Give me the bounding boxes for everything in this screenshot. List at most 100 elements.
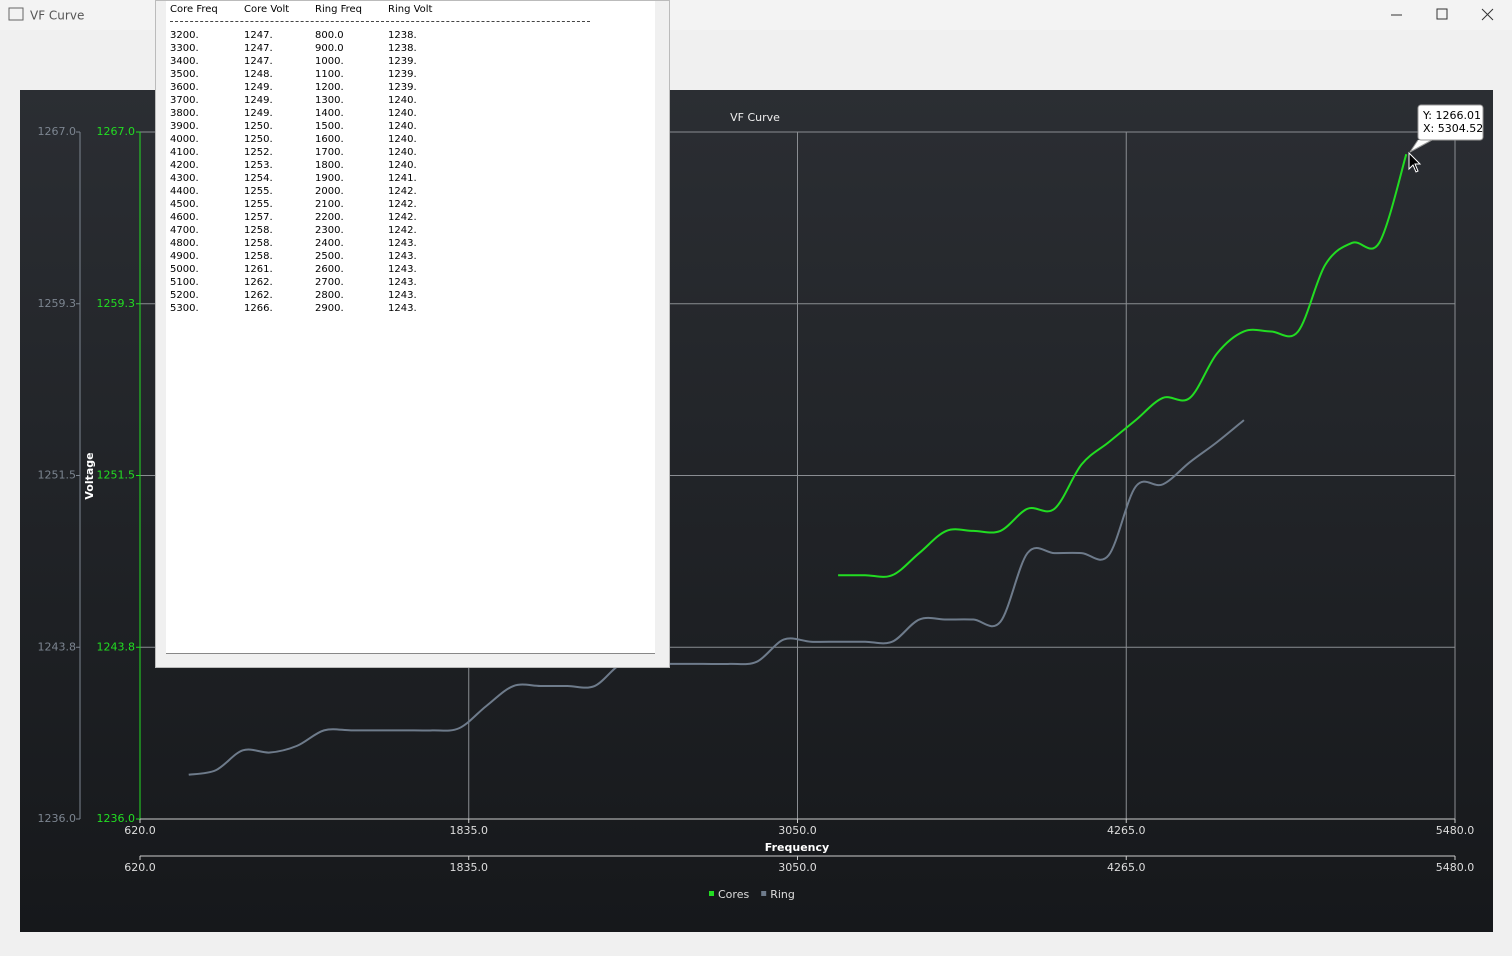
table-cell: 5100. xyxy=(170,277,199,288)
x-tick-label: 620.0 xyxy=(124,861,156,874)
table-cell: 1900. xyxy=(315,173,344,184)
table-cell: 1242. xyxy=(388,199,417,210)
y-tick-label: 1243.8 xyxy=(38,640,77,653)
y-tick-label: 1236.0 xyxy=(97,812,136,825)
table-cell: 1262. xyxy=(244,290,273,301)
column-header: Ring Volt xyxy=(388,4,433,15)
table-cell: 1255. xyxy=(244,186,273,197)
series-line xyxy=(188,419,1245,776)
table-cell: 1240. xyxy=(388,160,417,171)
tooltip-text: X: 5304.52 xyxy=(1423,122,1483,135)
tooltip-pointer xyxy=(1409,139,1433,153)
window-title: VF Curve xyxy=(30,9,84,23)
table-cell: 1239. xyxy=(388,69,417,80)
table-cell: 1258. xyxy=(244,251,273,262)
legend-label: Ring xyxy=(770,888,795,901)
table-cell: 5300. xyxy=(170,303,199,314)
table-cell: 1258. xyxy=(244,238,273,249)
table-cell: 1249. xyxy=(244,95,273,106)
y-tick-label: 1251.5 xyxy=(38,469,77,482)
table-cell: 1100. xyxy=(315,69,344,80)
data-popup: Core Freq Core Volt Ring Freq Ring Volt 3200… xyxy=(155,0,670,668)
table-cell: 5000. xyxy=(170,264,199,275)
table-cell: 4700. xyxy=(170,225,199,236)
table-cell: 1243. xyxy=(388,251,417,262)
table-cell: 1249. xyxy=(244,82,273,93)
table-cell: 1400. xyxy=(315,108,344,119)
table-cell: 2400. xyxy=(315,238,344,249)
table-cell: 1252. xyxy=(244,147,273,158)
table-cell: 3400. xyxy=(170,56,199,67)
column-header: Ring Freq xyxy=(315,4,363,15)
x-tick-label: 4265.0 xyxy=(1107,861,1146,874)
data-sheet: Core Freq Core Volt Ring Freq Ring Volt 3200… xyxy=(166,1,655,654)
table-cell: 1242. xyxy=(388,186,417,197)
x-tick-label: 620.0 xyxy=(124,824,156,837)
table-cell: 1239. xyxy=(388,56,417,67)
table-cell: 1243. xyxy=(388,238,417,249)
table-cell: 2700. xyxy=(315,277,344,288)
table-cell: 1240. xyxy=(388,147,417,158)
table-cell: 1700. xyxy=(315,147,344,158)
close-button[interactable] xyxy=(1481,8,1494,21)
table-cell: 3200. xyxy=(170,30,199,41)
table-cell: 1247. xyxy=(244,56,273,67)
series-line xyxy=(838,153,1408,578)
separator xyxy=(170,21,590,22)
table-cell: 1243. xyxy=(388,264,417,275)
column-header: Core Freq xyxy=(170,4,218,15)
tooltip xyxy=(1417,104,1484,141)
table-cell: 900.0 xyxy=(315,43,344,54)
table-cell: 1261. xyxy=(244,264,273,275)
table-cell: 2100. xyxy=(315,199,344,210)
table-cell: 1240. xyxy=(388,121,417,132)
table-cell: 3500. xyxy=(170,69,199,80)
table-cell: 3300. xyxy=(170,43,199,54)
table-cell: 1243. xyxy=(388,277,417,288)
table-cell: 2900. xyxy=(315,303,344,314)
table-cell: 1247. xyxy=(244,43,273,54)
x-tick-label: 3050.0 xyxy=(778,824,817,837)
table-cell: 1300. xyxy=(315,95,344,106)
table-cell: 5200. xyxy=(170,290,199,301)
chart-title: VF Curve xyxy=(730,111,780,124)
y-tick-label: 1267.0 xyxy=(97,125,136,138)
table-cell: 2300. xyxy=(315,225,344,236)
column-header: Core Volt xyxy=(244,4,290,15)
table-cell: 2000. xyxy=(315,186,344,197)
app-icon xyxy=(8,7,24,21)
table-cell: 1249. xyxy=(244,108,273,119)
y-tick-label: 1243.8 xyxy=(97,640,136,653)
table-cell: 2500. xyxy=(315,251,344,262)
table-cell: 1255. xyxy=(244,199,273,210)
x-tick-label: 4265.0 xyxy=(1107,824,1146,837)
table-cell: 1241. xyxy=(388,173,417,184)
table-cell: 1200. xyxy=(315,82,344,93)
table-cell: 1240. xyxy=(388,95,417,106)
table-cell: 1000. xyxy=(315,56,344,67)
table-cell: 1257. xyxy=(244,212,273,223)
table-cell: 1239. xyxy=(388,82,417,93)
table-cell: 1247. xyxy=(244,30,273,41)
x-tick-label: 3050.0 xyxy=(778,861,817,874)
legend-swatch xyxy=(761,891,767,896)
table-cell: 1258. xyxy=(244,225,273,236)
table-cell: 1243. xyxy=(388,290,417,301)
table-cell: 1240. xyxy=(388,108,417,119)
table-cell: 1266. xyxy=(244,303,273,314)
table-cell: 1253. xyxy=(244,160,273,171)
table-cell: 4500. xyxy=(170,199,199,210)
table-cell: 3800. xyxy=(170,108,199,119)
table-cell: 1250. xyxy=(244,121,273,132)
table-cell: 1500. xyxy=(315,121,344,132)
table-cell: 1238. xyxy=(388,30,417,41)
maximize-button[interactable] xyxy=(1436,8,1448,20)
table-cell: 1242. xyxy=(388,212,417,223)
table-cell: 1800. xyxy=(315,160,344,171)
y-tick-label: 1251.5 xyxy=(97,469,136,482)
table-cell: 800.0 xyxy=(315,30,344,41)
x-tick-label: 5480.0 xyxy=(1436,861,1475,874)
table-cell: 3700. xyxy=(170,95,199,106)
table-cell: 1238. xyxy=(388,43,417,54)
